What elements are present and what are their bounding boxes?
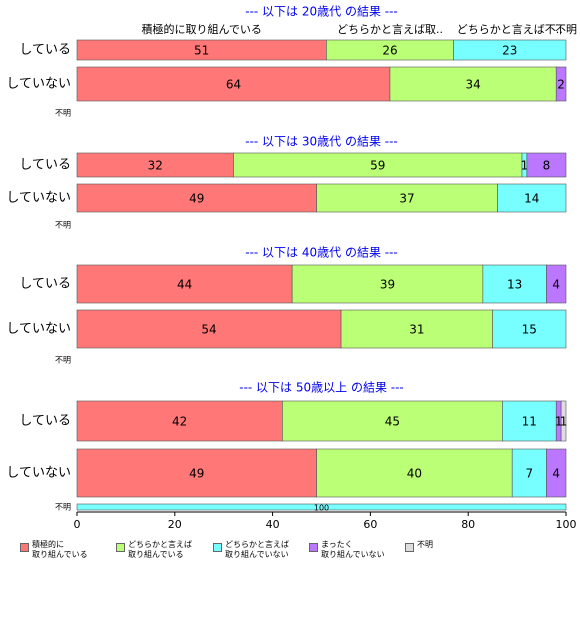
bar-segment xyxy=(389,66,557,102)
value-label: 13 xyxy=(507,278,522,292)
bar-segment xyxy=(526,152,567,178)
legend-label: どちらかと言えば 取り組んでいない xyxy=(225,540,289,559)
row-label: していない xyxy=(6,322,71,337)
column-header: どちらかと言えば取.. xyxy=(337,23,443,36)
value-label: 14 xyxy=(524,192,539,206)
value-label: 49 xyxy=(189,192,204,206)
legend-swatch xyxy=(405,543,414,552)
legend: 積極的に 取り組んでいる どちらかと言えば 取り組んでいる どちらかと言えば 取り組… xyxy=(0,540,580,570)
row-label: 不明 xyxy=(55,109,71,118)
value-label: 4 xyxy=(552,467,560,481)
value-label: 4 xyxy=(552,278,560,292)
bar-segment xyxy=(76,264,293,304)
bar-segment xyxy=(76,400,283,442)
bar-segment xyxy=(76,183,317,213)
value-label: 1 xyxy=(521,159,529,173)
row-label: 不明 xyxy=(55,356,71,365)
value-label: 31 xyxy=(409,323,424,337)
legend-label: 不明 xyxy=(417,540,433,549)
value-label: 2 xyxy=(557,78,565,92)
row-label: していない xyxy=(6,191,71,206)
value-label: 54 xyxy=(201,323,216,337)
value-label: 32 xyxy=(148,159,163,173)
legend-item: まったく 取り組んでいない xyxy=(309,540,385,560)
row-label: している xyxy=(19,158,71,173)
column-header: 積極的に取り組んでいる xyxy=(141,22,261,36)
value-label: 1 xyxy=(560,415,568,429)
row-label: していない xyxy=(6,466,71,481)
row-label: 不明 xyxy=(55,221,71,230)
panel-title: --- 以下は 20歳代 の結果 --- xyxy=(245,5,398,19)
legend-label: 積極的に 取り組んでいる xyxy=(32,540,88,559)
bar-segment xyxy=(316,183,498,213)
value-label: 39 xyxy=(380,278,395,292)
legend-swatch xyxy=(20,543,29,552)
legend-swatch xyxy=(116,543,125,552)
bar-segment xyxy=(560,400,567,442)
value-label: 34 xyxy=(465,78,480,92)
value-label: 51 xyxy=(194,44,209,58)
value-label: 64 xyxy=(226,78,241,92)
x-tick-label: 40 xyxy=(266,518,280,531)
bar-segment xyxy=(546,448,567,498)
x-tick-label: 60 xyxy=(363,518,377,531)
panel-title: --- 以下は 30歳代 の結果 --- xyxy=(245,135,398,149)
row-label: していない xyxy=(6,77,71,92)
value-label: 1 xyxy=(555,415,563,429)
bar-segment xyxy=(233,152,523,178)
legend-item: 不明 xyxy=(405,540,433,552)
bar-segment xyxy=(492,309,567,349)
value-label: 37 xyxy=(399,192,414,206)
value-label: 7 xyxy=(526,467,534,481)
row-label: している xyxy=(19,43,71,58)
value-label: 23 xyxy=(502,44,517,58)
bar-segment xyxy=(340,309,493,349)
row-label: している xyxy=(19,414,71,429)
value-label: 15 xyxy=(522,323,537,337)
legend-swatch xyxy=(309,543,318,552)
bar-segment xyxy=(497,183,567,213)
bar-segment xyxy=(502,400,557,442)
bar-segment xyxy=(76,503,567,511)
legend-item: どちらかと言えば 取り組んでいる xyxy=(116,540,192,560)
x-tick-label: 20 xyxy=(168,518,182,531)
value-label: 100 xyxy=(314,504,329,513)
value-label: 49 xyxy=(189,467,204,481)
value-label: 11 xyxy=(522,415,537,429)
x-tick-label: 80 xyxy=(461,518,475,531)
bar-segment xyxy=(555,66,567,102)
panel-title: --- 以下は 50歳以上 の結果 --- xyxy=(239,381,404,395)
bar-segment xyxy=(482,264,547,304)
value-label: 8 xyxy=(543,159,551,173)
value-label: 59 xyxy=(370,159,385,173)
bar-segment xyxy=(546,264,567,304)
value-label: 44 xyxy=(177,278,192,292)
value-label: 45 xyxy=(385,415,400,429)
bar-segment xyxy=(76,66,391,102)
bar-segment xyxy=(76,448,317,498)
bar-segment xyxy=(453,39,567,61)
column-header: どちらかと言えば不.. xyxy=(457,23,563,36)
legend-label: どちらかと言えば 取り組んでいる xyxy=(128,540,192,559)
legend-item: どちらかと言えば 取り組んでいない xyxy=(213,540,289,560)
value-label: 42 xyxy=(172,415,187,429)
x-tick-label: 100 xyxy=(556,518,577,531)
value-label: 26 xyxy=(382,44,397,58)
row-label: 不明 xyxy=(55,503,71,512)
bar-segment xyxy=(282,400,503,442)
legend-item: 積極的に 取り組んでいる xyxy=(20,540,88,560)
legend-label: まったく 取り組んでいない xyxy=(321,540,385,559)
row-label: している xyxy=(19,277,71,292)
legend-swatch xyxy=(213,543,222,552)
panel-title: --- 以下は 40歳代 の結果 --- xyxy=(245,246,398,260)
x-tick-label: 0 xyxy=(74,518,81,531)
column-header: 不明 xyxy=(555,23,577,36)
value-label: 40 xyxy=(407,467,422,481)
